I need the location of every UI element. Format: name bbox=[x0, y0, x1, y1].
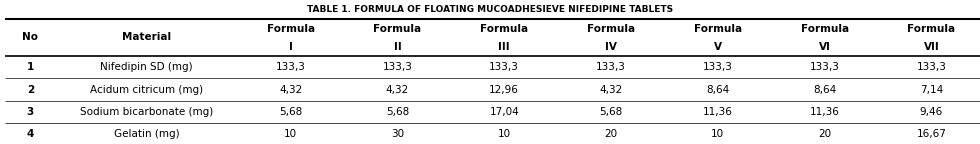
Text: 11,36: 11,36 bbox=[809, 107, 840, 117]
Text: Formula: Formula bbox=[587, 24, 635, 34]
Text: 12,96: 12,96 bbox=[489, 85, 519, 95]
Text: 4: 4 bbox=[26, 129, 34, 139]
Text: 17,04: 17,04 bbox=[489, 107, 519, 117]
Text: 133,3: 133,3 bbox=[703, 62, 733, 72]
Text: II: II bbox=[394, 42, 401, 52]
Text: Formula: Formula bbox=[801, 24, 849, 34]
Text: 5,68: 5,68 bbox=[600, 107, 622, 117]
Text: 133,3: 133,3 bbox=[382, 62, 413, 72]
Text: 133,3: 133,3 bbox=[275, 62, 306, 72]
Text: Material: Material bbox=[122, 32, 172, 42]
Text: 5,68: 5,68 bbox=[279, 107, 302, 117]
Text: III: III bbox=[499, 42, 510, 52]
Text: Gelatin (mg): Gelatin (mg) bbox=[114, 129, 179, 139]
Text: Formula: Formula bbox=[907, 24, 956, 34]
Text: Acidum citricum (mg): Acidum citricum (mg) bbox=[90, 85, 203, 95]
Text: V: V bbox=[713, 42, 722, 52]
Text: 7,14: 7,14 bbox=[920, 85, 943, 95]
Text: 8,64: 8,64 bbox=[813, 85, 836, 95]
Text: Formula: Formula bbox=[267, 24, 315, 34]
Text: 4,32: 4,32 bbox=[386, 85, 409, 95]
Text: 8,64: 8,64 bbox=[707, 85, 729, 95]
Text: IV: IV bbox=[605, 42, 617, 52]
Text: 20: 20 bbox=[605, 129, 617, 139]
Text: VII: VII bbox=[923, 42, 940, 52]
Text: 4,32: 4,32 bbox=[600, 85, 622, 95]
Text: 10: 10 bbox=[284, 129, 297, 139]
Text: 2: 2 bbox=[26, 85, 34, 95]
Text: TABLE 1. FORMULA OF FLOATING MUCOADHESIEVE NIFEDIPINE TABLETS: TABLE 1. FORMULA OF FLOATING MUCOADHESIE… bbox=[307, 5, 673, 14]
Text: 16,67: 16,67 bbox=[916, 129, 947, 139]
Text: Nifedipin SD (mg): Nifedipin SD (mg) bbox=[100, 62, 193, 72]
Text: 5,68: 5,68 bbox=[386, 107, 409, 117]
Text: No: No bbox=[23, 32, 38, 42]
Text: 1: 1 bbox=[26, 62, 34, 72]
Text: 20: 20 bbox=[818, 129, 831, 139]
Text: 30: 30 bbox=[391, 129, 404, 139]
Text: Formula: Formula bbox=[480, 24, 528, 34]
Text: 133,3: 133,3 bbox=[596, 62, 626, 72]
Text: 11,36: 11,36 bbox=[703, 107, 733, 117]
Text: Formula: Formula bbox=[373, 24, 421, 34]
Text: Formula: Formula bbox=[694, 24, 742, 34]
Text: I: I bbox=[289, 42, 292, 52]
Text: 133,3: 133,3 bbox=[916, 62, 947, 72]
Text: 133,3: 133,3 bbox=[489, 62, 519, 72]
Text: 133,3: 133,3 bbox=[809, 62, 840, 72]
Text: 3: 3 bbox=[26, 107, 34, 117]
Text: 10: 10 bbox=[711, 129, 724, 139]
Text: 10: 10 bbox=[498, 129, 511, 139]
Text: Sodium bicarbonate (mg): Sodium bicarbonate (mg) bbox=[80, 107, 213, 117]
Text: VI: VI bbox=[818, 42, 831, 52]
Text: 4,32: 4,32 bbox=[279, 85, 302, 95]
Text: 9,46: 9,46 bbox=[920, 107, 943, 117]
